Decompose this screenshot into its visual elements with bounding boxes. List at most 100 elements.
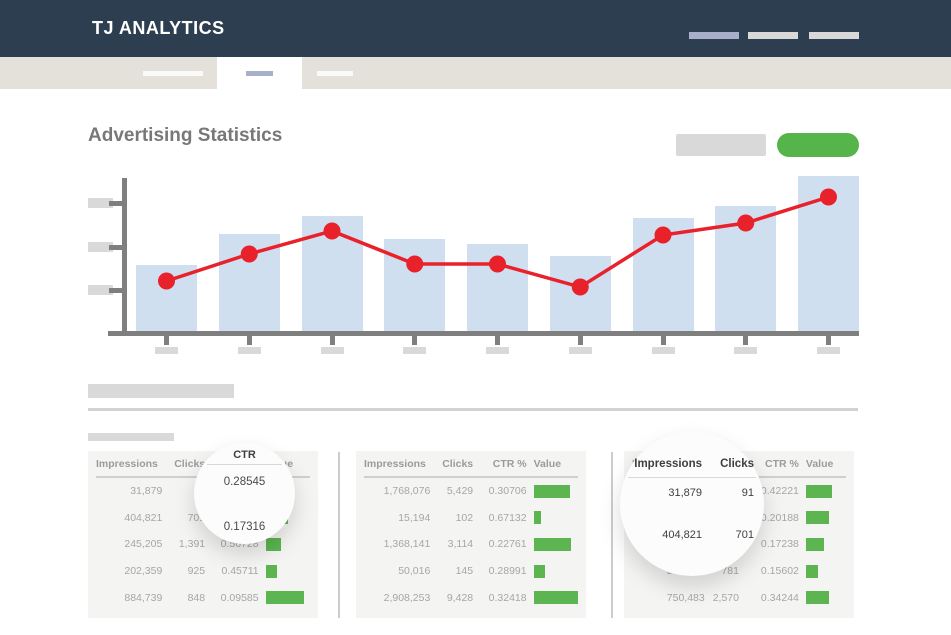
- cell-value: [527, 564, 578, 578]
- primary-action-button[interactable]: [777, 133, 859, 157]
- cell-ctr: 0.34244: [760, 591, 799, 604]
- cell-ctr: 0.45711: [221, 565, 259, 578]
- cell-impressions: 202,359: [124, 565, 163, 578]
- x-axis-line: [108, 331, 859, 336]
- cell-value: [259, 564, 310, 578]
- table-header-row: Impressions Clicks CTR % Value: [364, 451, 578, 476]
- magnifier-impressions-row-2: 404,821 701: [662, 529, 754, 541]
- cell-clicks: 102: [455, 511, 474, 524]
- tab-1-label-placeholder[interactable]: [143, 71, 203, 76]
- table-row: 50,016 145 0.28991: [364, 558, 578, 585]
- section-divider: [88, 408, 858, 411]
- x-axis-tick-3: [329, 336, 335, 345]
- magnifier-ctr-title: CTR: [233, 449, 256, 461]
- magnifier-ctr-value-1: 0.28545: [223, 476, 266, 488]
- value-bar: [265, 591, 304, 605]
- cell-clicks: 848: [187, 591, 206, 604]
- table-row: 2,908,253 9,428 0.32418: [364, 584, 578, 611]
- top-nav-bar: TJ ANALYTICS: [0, 0, 951, 57]
- table-separator-1: [338, 452, 340, 618]
- cell-impressions: 884,739: [124, 591, 163, 604]
- nav-menu-item-2[interactable]: [748, 32, 798, 39]
- nav-menu-item-3[interactable]: [809, 32, 859, 39]
- chart-bar-7: [632, 218, 694, 331]
- column-header-value: Value: [805, 457, 834, 470]
- table-row: 1,768,076 5,429 0.30706: [364, 478, 578, 505]
- value-bar: [265, 564, 277, 578]
- magnifier-impressions-row-1: 31,879 91: [668, 487, 754, 499]
- column-header-clicks: Clicks: [174, 457, 206, 470]
- cell-value: [799, 564, 846, 578]
- cell-impressions: 1,368,141: [383, 538, 431, 551]
- table-row: 750,483 2,570 0.34244: [632, 584, 846, 611]
- x-axis-label-placeholder-7: [651, 347, 675, 354]
- cell-impressions: 1,768,076: [383, 485, 431, 498]
- table-section-label-placeholder: [88, 433, 174, 441]
- magnifier-impressions-zoom: Impressions Clicks 31,879 91 404,821 701: [620, 432, 764, 576]
- cell-clicks: 145: [455, 565, 474, 578]
- x-axis-tick-8: [743, 336, 749, 345]
- x-axis-tick-7: [660, 336, 666, 345]
- y-axis-label-placeholder-1: [88, 198, 113, 208]
- x-axis-label-placeholder-8: [734, 347, 758, 354]
- x-axis-label-placeholder-6: [568, 347, 592, 354]
- chart-bar-1: [136, 265, 197, 331]
- chart-bar-9: [798, 176, 859, 331]
- cell-value: [259, 537, 310, 551]
- chart: [88, 176, 859, 354]
- x-axis-tick-6: [577, 336, 583, 345]
- value-bar: [533, 511, 541, 525]
- cell-ctr: 0.15602: [760, 565, 799, 578]
- value-bar: [805, 591, 829, 605]
- value-bar: [533, 591, 578, 605]
- cell-clicks: 2,570: [712, 591, 739, 604]
- tab-2-label-placeholder[interactable]: [246, 71, 273, 76]
- cell-ctr: 0.28991: [488, 565, 527, 578]
- y-axis-tick-3: [109, 288, 122, 293]
- x-axis-tick-5: [495, 336, 500, 345]
- cell-value: [799, 484, 846, 498]
- table-row: 245,205 1,391 0.56728: [96, 531, 310, 558]
- value-bar: [805, 564, 818, 578]
- nav-menu-item-1[interactable]: [689, 32, 739, 39]
- x-axis-label-placeholder-9: [817, 347, 840, 354]
- cell-impressions: 750,483: [666, 591, 705, 604]
- cell-value: [799, 591, 846, 605]
- column-header-impressions: Impressions: [364, 457, 426, 470]
- chart-legend-placeholder: [88, 384, 234, 398]
- chart-bar-3: [301, 216, 363, 331]
- chart-bar-8: [715, 206, 777, 331]
- x-axis-tick-2: [246, 336, 252, 345]
- x-axis-label-placeholder-3: [320, 347, 344, 354]
- y-axis-label-placeholder-3: [88, 285, 113, 295]
- y-axis-label-placeholder-2: [88, 242, 113, 252]
- magnifier-ctr-value-2: 0.17316: [223, 521, 266, 533]
- chart-bar-5: [467, 244, 528, 331]
- column-header-clicks: Clicks: [442, 457, 474, 470]
- secondary-action-button[interactable]: [676, 134, 766, 156]
- column-header-ctr: CTR %: [492, 457, 527, 470]
- cell-value: [527, 591, 578, 605]
- cell-ctr: 0.17238: [760, 538, 799, 551]
- value-bar: [805, 484, 832, 498]
- table-row: 0.20188: [632, 505, 846, 532]
- cell-ctr: 0.09585: [220, 591, 259, 604]
- x-axis-label-placeholder-1: [155, 347, 178, 354]
- column-header-ctr: CTR %: [765, 457, 799, 470]
- table-row: 202,359 925 0.45711: [96, 558, 310, 585]
- x-axis-tick-4: [412, 336, 418, 345]
- page-title: Advertising Statistics: [88, 125, 283, 146]
- x-axis-label-placeholder-4: [403, 347, 427, 354]
- y-axis-tick-1: [109, 201, 122, 206]
- value-bar: [265, 537, 281, 551]
- x-axis-tick-9: [826, 336, 831, 345]
- cell-clicks: 5,429: [446, 485, 474, 498]
- cell-impressions: 2,908,253: [383, 591, 431, 604]
- tab-3-label-placeholder[interactable]: [317, 71, 353, 76]
- chart-bar-2: [218, 234, 280, 331]
- magnifier-impressions-underline: [628, 477, 756, 478]
- cell-impressions: 31,879: [130, 485, 163, 498]
- cell-value: [527, 537, 578, 551]
- cell-impressions: 245,205: [124, 538, 163, 551]
- x-axis-tick-1: [164, 336, 169, 345]
